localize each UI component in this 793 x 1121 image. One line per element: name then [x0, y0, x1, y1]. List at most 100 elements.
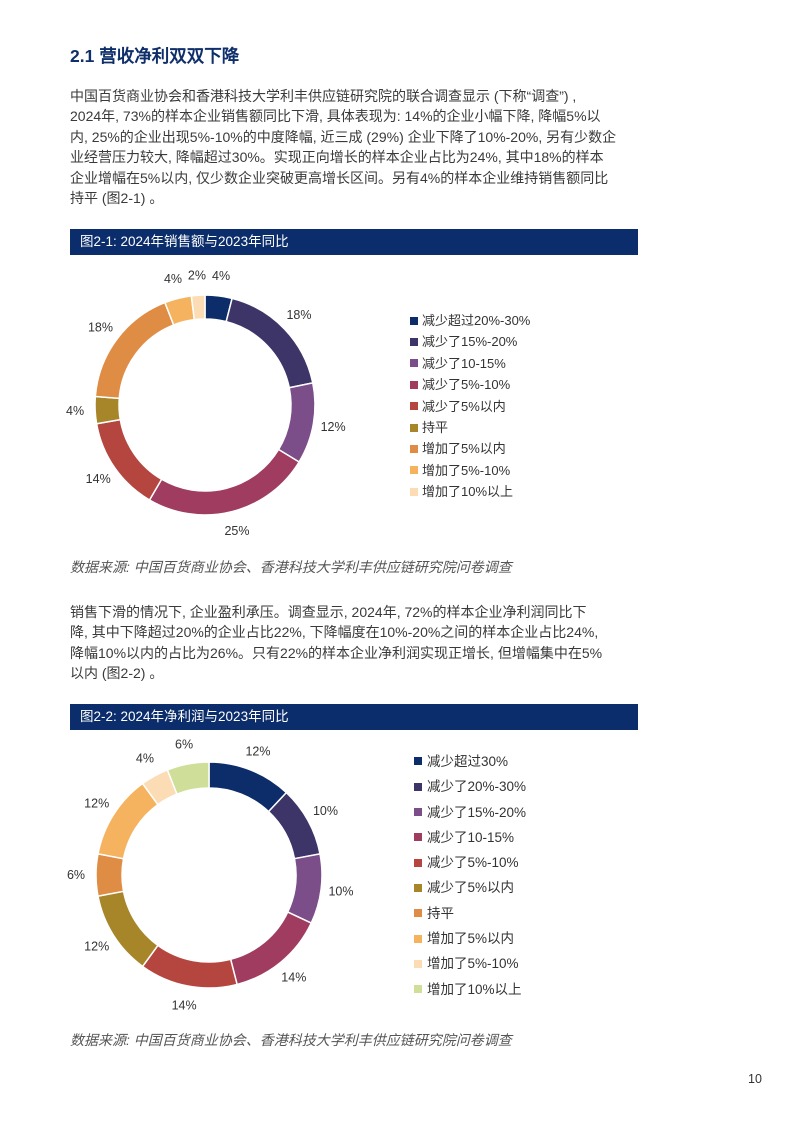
profit-donut-slice-8	[97, 782, 159, 860]
chart-legend-profit: 减少超过30% 减少了20%-30% 减少了15%-20% 减少了10-15% 减少了5…	[414, 749, 526, 1002]
profit-slice-label-9: 4%	[136, 752, 154, 766]
figure-caption-bar-profit: 图2-2: 2024年净利润与2023年同比	[70, 704, 638, 730]
legend-label: 减少了20%-30%	[427, 779, 527, 795]
profit-legend-item-6: 减少了5%以内	[414, 875, 526, 900]
legend-swatch	[410, 466, 418, 475]
profit-donut-slice-5	[141, 944, 239, 989]
legend-label: 增加了5%-10%	[427, 956, 519, 972]
legend-swatch	[410, 316, 418, 325]
paragraph-line: 内, 25%的企业出现5%-10%的中度降幅, 近三成 (29%) 企业下降了1…	[70, 128, 617, 145]
slice-unit: %	[98, 939, 109, 953]
slice-value: 14	[86, 472, 100, 486]
paragraph-line: 降, 其中下降超过20%的企业占比22%, 下降幅度在10%-20%之间的样本企…	[70, 624, 599, 641]
legend-swatch	[414, 782, 422, 791]
slice-unit: %	[334, 420, 345, 434]
section-title: 2.1 营收净利双双下降	[70, 46, 240, 66]
profit-slice-label-5: 14%	[172, 999, 197, 1013]
sales-donut-slice-4	[148, 448, 301, 516]
legend-label: 增加了10%以上	[427, 981, 522, 997]
slice-value: 2	[188, 268, 195, 282]
legend-swatch	[410, 359, 418, 368]
sales-legend-item-3: 减少了10-15%	[410, 353, 530, 374]
slice-value: 10	[313, 804, 327, 818]
profit-slice-label-1: 12%	[245, 744, 270, 758]
figure-source: 数据来源: 中国百货商业协会、香港科技大学利丰供应链研究院问卷调查	[70, 1032, 512, 1048]
legend-label: 减少了10-15%	[427, 829, 515, 845]
slice-unit: %	[73, 404, 84, 418]
paragraph-line: 企业增幅在5%以内, 仅少数企业突破更高增长区间。另有4%的样本企业维持销售额同…	[70, 169, 609, 186]
sales-slice-label-2: 18%	[286, 308, 311, 322]
sales-legend-item-5: 减少了5%以内	[410, 396, 530, 417]
legend-label: 增加了10%以上	[422, 484, 514, 500]
profit-slice-label-6: 12%	[84, 939, 109, 953]
profit-donut-slice-3	[286, 852, 323, 925]
slice-unit: %	[327, 804, 338, 818]
sales-slice-label-6: 4%	[66, 404, 84, 418]
sales-donut-slice-6	[94, 395, 122, 425]
legend-label: 减少了10-15%	[422, 355, 506, 371]
chart-legend-sales: 减少超过20%-30% 减少了15%-20% 减少了10-15% 减少了5%-10% 减…	[410, 310, 530, 503]
legend-swatch	[414, 808, 422, 817]
legend-swatch	[414, 985, 422, 994]
slice-value: 18	[88, 321, 102, 335]
profit-slice-label-10: 6%	[175, 737, 193, 751]
sales-slice-label-8: 4%	[164, 272, 182, 286]
slice-value: 12	[84, 797, 98, 811]
legend-swatch	[410, 402, 418, 411]
profit-slice-label-8: 12%	[84, 797, 109, 811]
paragraph-line: 业经营压力较大, 降幅超过30%。实现正向增长的样本企业占比为24%, 其中18…	[70, 149, 604, 166]
slice-unit: %	[143, 752, 154, 766]
sales-legend-item-2: 减少了15%-20%	[410, 331, 530, 352]
legend-label: 减少超过30%	[427, 754, 509, 769]
slice-value: 4	[66, 404, 73, 418]
slice-unit: %	[102, 321, 113, 335]
legend-label: 持平	[427, 905, 454, 921]
sales-slice-label-1: 4%	[212, 269, 230, 283]
slice-value: 4	[136, 752, 143, 766]
slice-unit: %	[182, 737, 193, 751]
slice-unit: %	[100, 472, 111, 486]
profit-donut-slice-2	[267, 791, 321, 860]
figure-caption-bar-sales: 图2-1: 2024年销售额与2023年同比	[70, 229, 638, 255]
legend-swatch	[410, 337, 418, 346]
paragraph-line: 中国百货商业协会和香港科技大学利丰供应链研究院的联合调查显示 (下称“调查”) …	[70, 88, 577, 104]
sales-legend-item-1: 减少超过20%-30%	[410, 310, 530, 331]
sales-donut-slice-7	[94, 301, 175, 400]
legend-swatch	[410, 423, 418, 432]
paragraph-line: 2024年, 73%的样本企业销售额同比下滑, 具体表现为: 14%的企业小幅下…	[70, 108, 601, 125]
profit-donut-slice-10	[166, 761, 210, 796]
slice-unit: %	[185, 999, 196, 1013]
slice-value: 18	[286, 308, 300, 322]
slice-value: 25	[224, 524, 238, 538]
legend-swatch	[414, 883, 422, 892]
paragraph-line: 降幅10%以内的占比为26%。只有22%的样本企业净利润实现正增长, 但增幅集中…	[70, 644, 603, 661]
slice-unit: %	[219, 269, 230, 283]
sales-legend-item-8: 增加了5%-10%	[410, 460, 530, 481]
legend-label: 减少了5%-10%	[427, 855, 519, 871]
sales-legend-item-6: 持平	[410, 417, 530, 438]
legend-swatch	[410, 487, 418, 496]
slice-unit: %	[259, 744, 270, 758]
sales-donut-slice-9	[190, 294, 206, 321]
legend-swatch	[414, 934, 422, 943]
slice-unit: %	[238, 524, 249, 538]
slice-value: 4	[164, 272, 171, 286]
profit-legend-item-4: 减少了10-15%	[414, 825, 526, 850]
slice-value: 6	[175, 737, 182, 751]
legend-label: 减少了15%-20%	[427, 804, 527, 820]
body-paragraph-sales: 中国百货商业协会和香港科技大学利丰供应链研究院的联合调查显示 (下称“调查”) …	[70, 86, 670, 208]
legend-swatch	[414, 858, 422, 867]
figure-caption: 图2-2: 2024年净利润与2023年同比	[80, 709, 289, 724]
profit-legend-item-2: 减少了20%-30%	[414, 774, 526, 799]
legend-label: 增加了5%以内	[427, 931, 515, 947]
slice-value: 6	[67, 868, 74, 882]
profit-slice-label-7: 6%	[67, 868, 85, 882]
legend-swatch	[414, 757, 422, 766]
figure-caption: 图2-1: 2024年销售额与2023年同比	[80, 234, 289, 249]
slice-unit: %	[300, 308, 311, 322]
slice-value: 12	[321, 420, 335, 434]
legend-label: 持平	[422, 419, 449, 435]
slice-unit: %	[195, 268, 206, 282]
legend-swatch	[414, 909, 422, 918]
